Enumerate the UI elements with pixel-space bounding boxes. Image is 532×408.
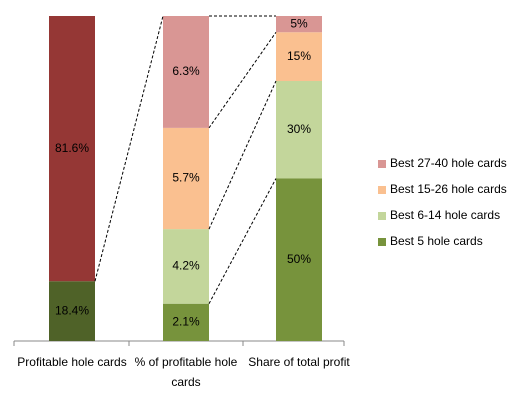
legend-label: Best 15-26 hole cards: [390, 182, 507, 196]
value-label: 6.3%: [172, 64, 200, 78]
connector: [208, 178, 277, 304]
legend-swatch: [378, 160, 386, 168]
legend-label: Best 6-14 hole cards: [390, 208, 500, 222]
bar-segment: [163, 303, 209, 341]
x-tick-label: Share of total profit: [248, 355, 350, 369]
value-label: 2.1%: [172, 315, 200, 329]
value-label: 4.2%: [172, 259, 200, 273]
value-label: 15%: [287, 49, 311, 63]
bar-segment: [49, 16, 95, 282]
connector: [208, 31, 277, 129]
bar-segment: [49, 281, 95, 341]
legend-swatch: [378, 212, 386, 220]
value-label: 18.4%: [55, 303, 89, 317]
value-label: 50%: [287, 252, 311, 266]
bar-segment: [163, 127, 209, 230]
legend-label: Best 5 hole cards: [390, 234, 483, 248]
value-label: 30%: [287, 122, 311, 136]
bar-segment: [276, 16, 322, 33]
bar-segment: [163, 229, 209, 304]
bar-segment: [163, 16, 209, 128]
legend-swatch: [378, 186, 386, 194]
bar-segment: [276, 81, 322, 179]
legend-swatch: [378, 238, 386, 246]
connector: [94, 15, 164, 282]
legend-label: Best 27-40 hole cards: [390, 156, 507, 170]
value-label: 81.6%: [55, 141, 89, 155]
connector: [208, 80, 277, 230]
bar-segment: [276, 32, 322, 81]
x-tick-label: Profitable hole cards: [17, 355, 127, 369]
value-label: 5.7%: [172, 171, 200, 185]
bar-segment: [276, 178, 322, 341]
value-label: 5%: [290, 16, 308, 30]
x-tick-label: % of profitable hole cards: [134, 355, 238, 389]
